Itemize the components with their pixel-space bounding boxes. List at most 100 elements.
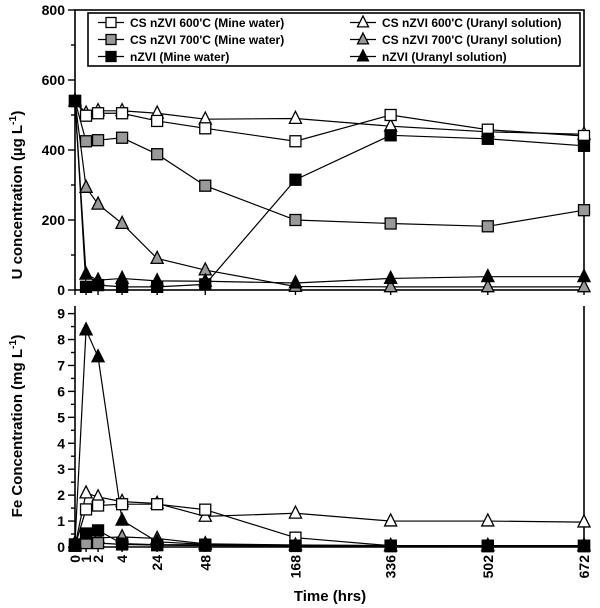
black-square-marker xyxy=(289,173,302,186)
open-square-marker xyxy=(199,503,212,516)
black-square-marker xyxy=(105,50,117,63)
gray-square-marker xyxy=(105,33,117,46)
open-triangle-marker xyxy=(576,513,592,528)
open-square-marker xyxy=(115,498,129,511)
x-tick-label: 168 xyxy=(287,555,303,579)
black-triangle-marker xyxy=(114,511,130,526)
black-triangle-marker xyxy=(78,321,94,336)
open-square-marker xyxy=(151,114,164,128)
series-markers-nzvi-mine-water-top xyxy=(68,94,591,294)
y-tick-label: 3 xyxy=(57,461,65,477)
open-triangle-marker xyxy=(480,512,495,527)
y-tick-label: 4 xyxy=(57,435,65,451)
x-tick-label: 2 xyxy=(90,555,106,563)
legend-label: CS nZVI 600'C (Mine water) xyxy=(130,16,284,30)
gray-square-marker xyxy=(384,217,397,230)
y-tick-label: 1 xyxy=(57,513,65,529)
legend-label: CS nZVI 600'C (Uranyl solution) xyxy=(382,16,562,30)
black-square-marker xyxy=(115,537,129,550)
y-tick-label: 6 xyxy=(57,383,65,399)
black-square-marker xyxy=(577,539,591,552)
gray-triangle-marker xyxy=(78,178,94,193)
y-tick-label: 800 xyxy=(42,2,66,18)
x-tick-label: 672 xyxy=(576,555,592,579)
black-triangle-marker xyxy=(78,265,94,280)
open-square-marker xyxy=(91,107,105,120)
series-line-cs-nzvi-600-c-uranyl-solution-bottom xyxy=(74,492,585,546)
black-triangle-marker xyxy=(356,48,370,62)
open-square-marker xyxy=(79,109,93,122)
legend-entry-nzvi-mine-water: nZVI (Mine water) xyxy=(98,50,229,64)
gray-triangle-marker xyxy=(480,278,495,293)
panel-top: 0 200 400 600 800 U concentration (µg L-1) xyxy=(7,2,592,298)
black-square-marker xyxy=(68,538,82,551)
gray-square-marker xyxy=(115,131,129,144)
open-square-marker xyxy=(384,108,397,122)
black-square-marker xyxy=(151,280,164,294)
open-square-marker xyxy=(79,503,93,516)
black-square-marker xyxy=(199,538,212,551)
gray-square-marker xyxy=(91,134,105,147)
gray-square-marker xyxy=(91,536,105,550)
legend-entry-nzvi-uranyl-solution: nZVI (Uranyl solution) xyxy=(350,48,507,64)
black-square-marker xyxy=(384,129,397,142)
gray-triangle-marker xyxy=(576,278,592,293)
open-triangle-marker xyxy=(288,109,303,125)
open-square-marker xyxy=(91,499,105,512)
black-square-marker xyxy=(289,539,302,552)
black-square-marker xyxy=(68,94,82,108)
y-ticks-top: 0 200 400 600 800 xyxy=(42,2,75,298)
black-square-marker xyxy=(79,527,93,540)
open-triangle-marker xyxy=(383,512,398,527)
gray-square-marker xyxy=(577,204,591,217)
x-tick-label: 4 xyxy=(114,555,130,563)
y-axis-label-bottom: Fe Concentration (mg L-1) xyxy=(7,335,26,518)
x-axis-label: Time (hrs) xyxy=(294,588,366,605)
y-tick-label: 8 xyxy=(57,332,65,348)
legend-entry-cs-nzvi-700-c-mine-water: CS nZVI 700'C (Mine water) xyxy=(98,33,284,47)
x-tick-label: 336 xyxy=(383,555,399,579)
open-square-marker xyxy=(151,498,164,511)
gray-triangle-marker xyxy=(90,195,106,210)
legend-label: CS nZVI 700'C (Mine water) xyxy=(130,33,284,47)
y-tick-label: 0 xyxy=(57,282,65,298)
black-triangle-marker xyxy=(576,268,592,283)
black-square-marker xyxy=(481,132,494,145)
black-square-marker xyxy=(577,139,591,152)
legend-entry-cs-nzvi-700-c-uranyl-solution: CS nZVI 700'C (Uranyl solution) xyxy=(350,31,562,47)
gray-triangle-marker xyxy=(150,249,165,265)
gray-square-marker xyxy=(79,135,93,148)
gray-triangle-marker xyxy=(383,278,398,293)
x-tick-label: 24 xyxy=(149,555,165,571)
open-triangle-marker xyxy=(288,504,303,519)
black-square-marker xyxy=(384,539,397,552)
legend: CS nZVI 600'C (Mine water) CS nZVI 700'C … xyxy=(87,12,581,67)
black-triangle-marker xyxy=(288,274,303,289)
legend-box xyxy=(87,12,581,67)
black-square-marker xyxy=(151,538,164,551)
gray-square-marker xyxy=(481,220,494,233)
y-tick-label: 9 xyxy=(57,306,65,322)
y-ticks-bottom: 0 1 2 3 4 5 6 7 8 9 xyxy=(57,306,75,555)
open-triangle-marker xyxy=(356,14,370,28)
series-markers-nzvi-mine-water-bottom xyxy=(68,524,591,552)
series-line-cs-nzvi-700-c-uranyl-solution-top xyxy=(74,100,584,288)
open-square-marker xyxy=(115,107,129,120)
y-tick-label: 5 xyxy=(57,409,65,425)
y-tick-label: 0 xyxy=(57,539,65,555)
series-markers-cs-nzvi-600-c-mine-water-top xyxy=(68,94,591,148)
open-square-marker xyxy=(105,16,117,29)
gray-square-marker xyxy=(289,213,302,227)
black-square-marker xyxy=(91,278,105,292)
black-triangle-marker xyxy=(383,269,398,284)
legend-entry-cs-nzvi-600-c-mine-water: CS nZVI 600'C (Mine water) xyxy=(98,16,284,30)
open-square-marker xyxy=(289,135,302,148)
y-tick-label: 200 xyxy=(42,212,66,228)
gray-triangle-marker xyxy=(114,214,130,230)
legend-entry-cs-nzvi-600-c-uranyl-solution: CS nZVI 600'C (Uranyl solution) xyxy=(350,14,562,30)
black-square-marker xyxy=(115,280,129,294)
gray-square-marker xyxy=(151,148,164,161)
open-triangle-marker xyxy=(78,484,94,499)
